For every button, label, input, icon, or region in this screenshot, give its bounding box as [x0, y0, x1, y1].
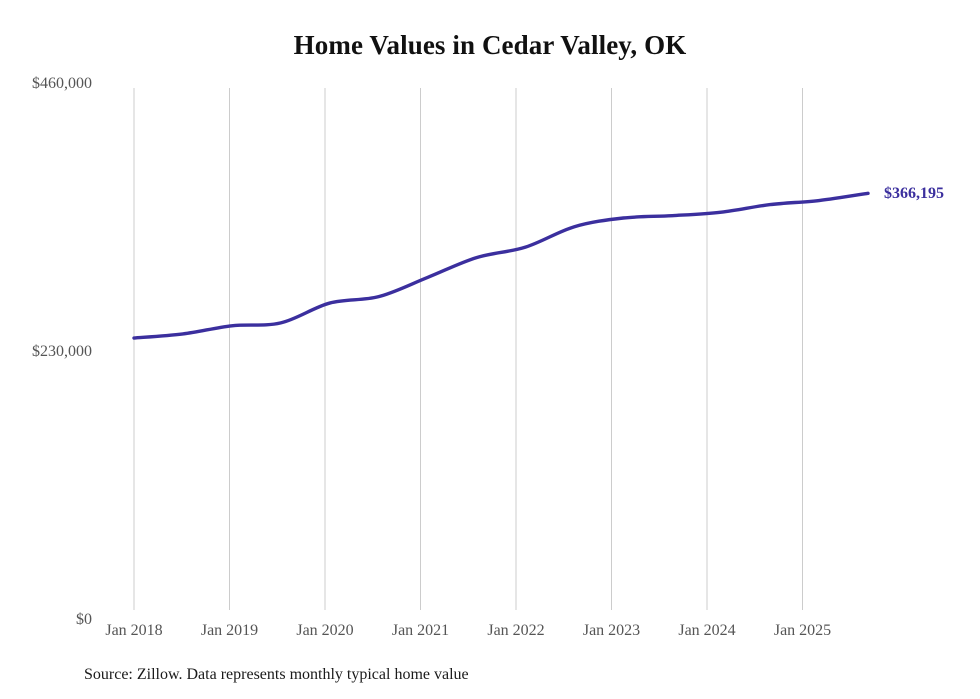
data-series-line	[132, 191, 870, 340]
x-axis-tick-label: Jan 2022	[487, 622, 545, 639]
page-title: Home Values in Cedar Valley, OK	[293, 30, 687, 60]
chart-gridlines	[133, 88, 803, 610]
x-axis-tick-label: Jan 2025	[773, 622, 832, 639]
x-axis-tick-label: Jan 2021	[391, 622, 450, 639]
y-axis-tick-label-zero: $0	[76, 611, 92, 628]
source-note: Source: Zillow. Data represents monthly …	[84, 666, 469, 683]
end-value-label: $366,195	[884, 185, 944, 203]
y-axis-tick-label-mid: $230,000	[32, 343, 92, 360]
x-axis-tick-label: Jan 2019	[200, 622, 259, 639]
x-axis-tick-label: Jan 2023	[582, 622, 641, 639]
y-axis-tick-label-max: $460,000	[32, 75, 92, 92]
x-axis-tick-label: Jan 2020	[296, 622, 354, 639]
x-axis-tick-label: Jan 2024	[678, 622, 736, 639]
x-axis-tick-label: Jan 2018	[105, 622, 163, 639]
